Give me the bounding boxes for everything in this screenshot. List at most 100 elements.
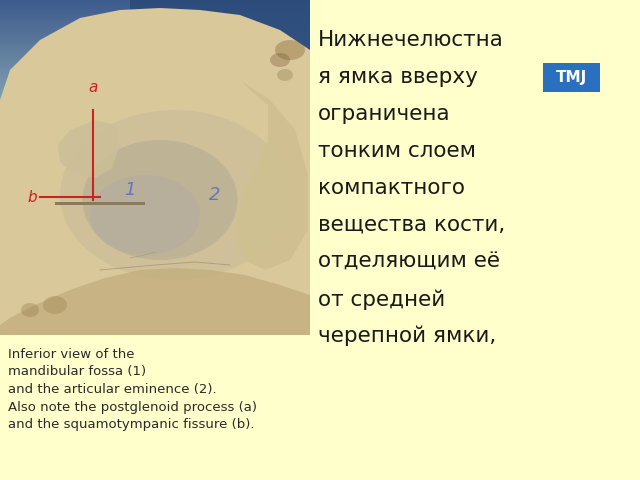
Bar xyxy=(0,96,310,99)
Bar xyxy=(0,35,310,37)
Bar xyxy=(0,63,310,66)
Bar xyxy=(0,66,310,69)
Bar xyxy=(0,195,310,198)
Bar xyxy=(0,207,310,210)
Bar xyxy=(0,168,310,171)
Bar xyxy=(0,192,310,195)
Bar xyxy=(0,240,310,243)
Bar xyxy=(0,257,310,260)
Bar xyxy=(0,267,310,270)
Bar xyxy=(0,234,310,237)
Bar xyxy=(0,98,310,101)
Bar xyxy=(0,212,310,215)
Bar xyxy=(0,14,310,17)
Bar xyxy=(0,13,310,16)
Text: a: a xyxy=(88,80,98,95)
Bar xyxy=(0,147,310,150)
Bar xyxy=(0,61,310,64)
Bar xyxy=(0,101,310,104)
Bar xyxy=(0,220,310,223)
Bar xyxy=(0,120,310,123)
Bar xyxy=(0,259,310,262)
Bar xyxy=(0,107,310,109)
Bar xyxy=(0,116,310,119)
Bar xyxy=(0,217,310,220)
Bar xyxy=(0,115,310,118)
Bar xyxy=(0,163,310,166)
Bar xyxy=(0,229,310,232)
Bar xyxy=(0,304,310,307)
Bar xyxy=(0,160,310,163)
Text: вещества кости,: вещества кости, xyxy=(318,215,505,235)
Bar xyxy=(0,275,310,277)
Bar xyxy=(0,187,310,190)
Bar xyxy=(0,65,310,68)
Ellipse shape xyxy=(83,140,237,260)
Text: тонким слоем: тонким слоем xyxy=(318,141,476,161)
Bar xyxy=(0,126,310,129)
Bar xyxy=(0,158,310,161)
Text: отделяющим её: отделяющим её xyxy=(318,252,500,272)
Bar xyxy=(0,39,310,42)
Bar xyxy=(0,197,310,200)
Bar xyxy=(0,188,310,191)
Bar xyxy=(0,72,310,74)
Bar xyxy=(0,135,310,138)
Bar xyxy=(0,327,310,330)
Bar xyxy=(0,150,310,153)
Bar xyxy=(0,297,310,300)
Bar xyxy=(0,170,310,173)
Ellipse shape xyxy=(21,303,39,317)
Bar xyxy=(0,282,310,285)
Bar xyxy=(0,199,310,202)
Bar xyxy=(0,29,310,32)
Bar xyxy=(0,71,310,73)
Bar xyxy=(0,323,310,325)
Bar xyxy=(0,179,310,181)
Text: 2: 2 xyxy=(209,186,221,204)
Ellipse shape xyxy=(90,175,200,255)
Bar xyxy=(0,148,310,151)
Bar xyxy=(0,12,310,14)
Text: ограничена: ограничена xyxy=(318,104,451,124)
Bar xyxy=(0,137,310,140)
Bar xyxy=(0,16,310,19)
Bar xyxy=(0,54,310,57)
Bar xyxy=(0,175,310,178)
Polygon shape xyxy=(0,268,310,335)
Bar xyxy=(0,121,310,124)
Bar xyxy=(0,252,310,255)
Bar xyxy=(0,33,310,36)
Polygon shape xyxy=(235,80,308,270)
Bar xyxy=(0,138,310,141)
Bar xyxy=(0,60,310,62)
Bar xyxy=(0,152,310,155)
Text: Нижнечелюстна: Нижнечелюстна xyxy=(318,30,504,50)
Bar xyxy=(0,284,310,287)
Bar xyxy=(0,289,310,292)
Ellipse shape xyxy=(277,69,293,81)
Bar xyxy=(0,232,310,235)
Bar xyxy=(0,56,310,59)
Bar xyxy=(0,263,310,265)
Text: b: b xyxy=(28,190,37,204)
Bar xyxy=(0,307,310,310)
Bar xyxy=(0,244,310,247)
Text: 1: 1 xyxy=(124,181,136,199)
Bar xyxy=(0,222,310,225)
Bar xyxy=(0,316,310,319)
Bar xyxy=(310,0,640,480)
Bar xyxy=(0,0,310,2)
Bar xyxy=(0,309,310,312)
Bar xyxy=(0,43,310,46)
Bar xyxy=(0,329,310,332)
Bar xyxy=(0,133,310,136)
Bar xyxy=(0,254,310,257)
Bar xyxy=(0,312,310,315)
Bar xyxy=(0,276,310,279)
Bar xyxy=(0,85,310,88)
Bar xyxy=(0,59,310,61)
Bar xyxy=(0,38,310,41)
Text: черепной ямки,: черепной ямки, xyxy=(318,326,496,347)
Bar xyxy=(0,123,310,126)
